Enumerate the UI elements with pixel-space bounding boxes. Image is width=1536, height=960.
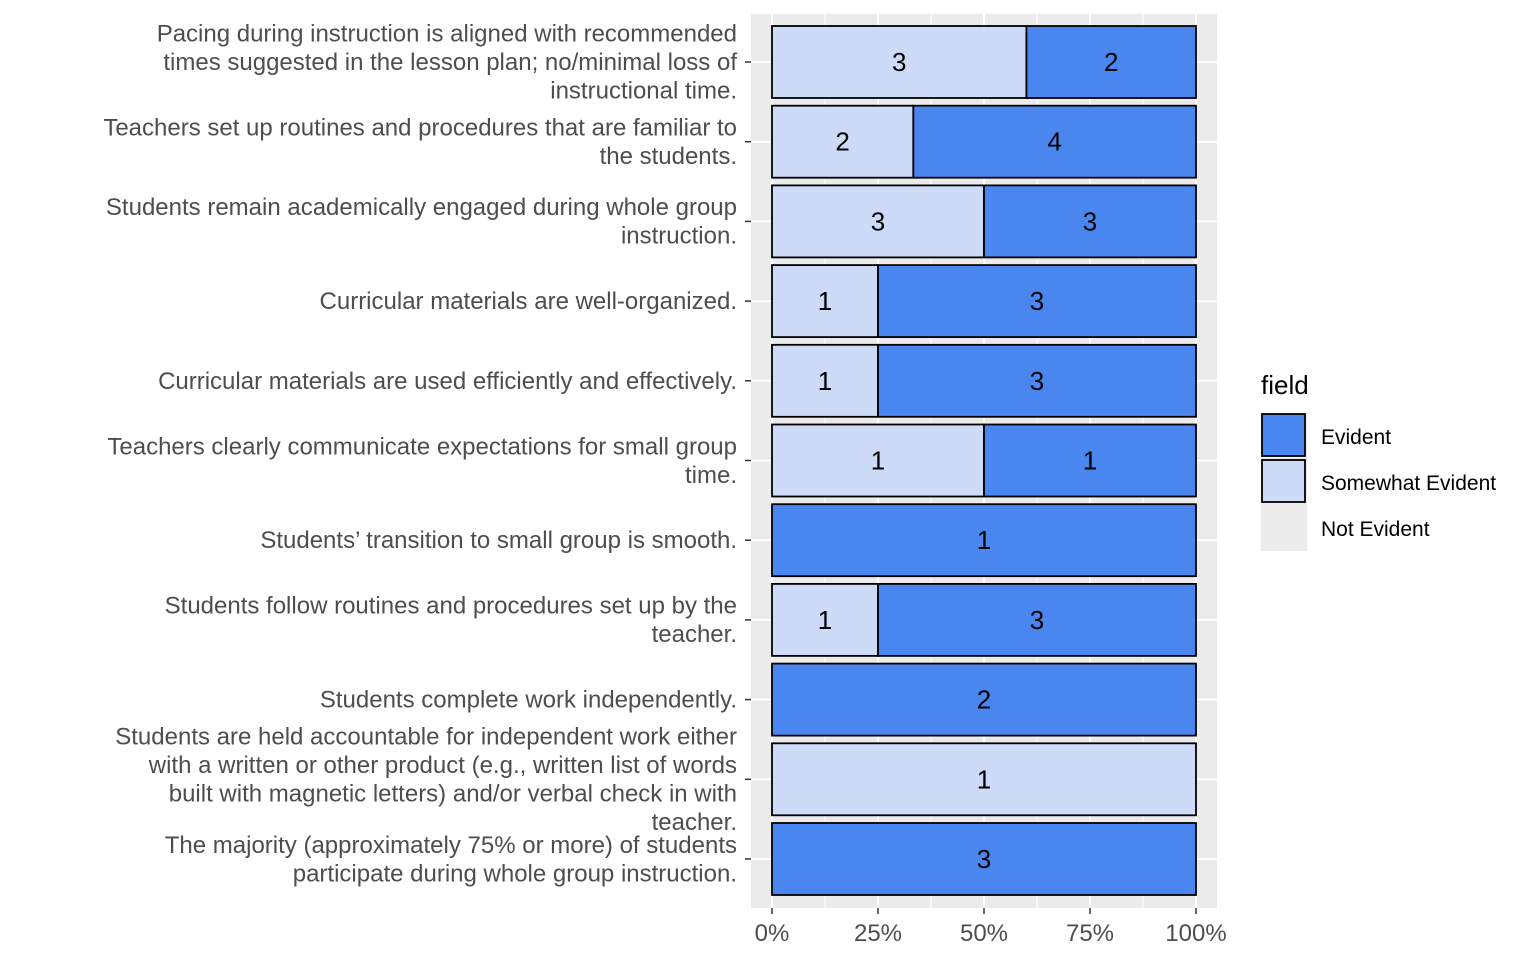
legend-swatch (1261, 505, 1307, 551)
legend-swatch (1261, 459, 1306, 503)
legend-title: field (1261, 370, 1309, 400)
bar-value-label: 2 (835, 127, 849, 157)
bar-value-label: 3 (892, 47, 906, 77)
bar-value-label: 2 (1104, 47, 1118, 77)
bar-value-label: 3 (1030, 605, 1044, 635)
bar-value-label: 3 (871, 206, 885, 236)
legend: field Evident Somewhat Evident Not Evident (1261, 370, 1496, 551)
category-label: Students are held accountable for indepe… (115, 724, 737, 837)
bar-somewhat-evident (771, 104, 915, 179)
legend-label: Evident (1321, 426, 1391, 449)
legend-swatch (1261, 413, 1306, 457)
legend-label: Not Evident (1321, 518, 1430, 541)
bar-value-label: 1 (818, 286, 832, 316)
bar-value-label: 1 (871, 446, 885, 476)
x-tick-label: 0% (755, 920, 790, 947)
legend-label: Somewhat Evident (1321, 472, 1496, 495)
bar-evident (1025, 25, 1197, 99)
bar-somewhat-evident (771, 264, 879, 339)
bar-somewhat-evident (771, 343, 879, 418)
bar-somewhat-evident (771, 184, 985, 259)
bar-somewhat-evident (771, 742, 1197, 817)
bar-evident (912, 104, 1197, 179)
bar-value-label: 4 (1047, 127, 1061, 157)
category-label: Students follow routines and procedures … (165, 593, 737, 649)
category-label: Students remain academically engaged dur… (106, 194, 737, 250)
bar-somewhat-evident (771, 423, 985, 498)
bar-somewhat-evident (771, 25, 1028, 99)
x-tick-label: 25% (854, 920, 902, 947)
bar-evident (771, 662, 1197, 737)
bar-evident (771, 822, 1197, 896)
bar-value-label: 1 (818, 605, 832, 635)
bar-value-label: 3 (1030, 286, 1044, 316)
category-label: Teachers set up routines and procedures … (103, 114, 737, 170)
bar-evident (771, 503, 1197, 578)
bar-value-label: 1 (977, 525, 991, 555)
bar-value-label: 1 (818, 366, 832, 396)
category-label: Curricular materials are used efficientl… (158, 368, 737, 395)
y-axis-labels: Pacing during instruction is aligned wit… (103, 21, 751, 888)
x-axis: 0% 25% 50% 75% 100% (755, 908, 1227, 947)
bar-evident (983, 423, 1197, 498)
bars-group: 3 2 2 4 3 3 1 3 1 3 1 1 1 1 3 2 1 3 (771, 25, 1197, 896)
bar-value-label: 3 (977, 844, 991, 874)
category-label: Students’ transition to small group is s… (260, 527, 737, 554)
category-label: Pacing during instruction is aligned wit… (157, 21, 738, 105)
bar-value-label: 2 (977, 685, 991, 715)
category-label: The majority (approximately 75% or more)… (165, 832, 737, 888)
bar-somewhat-evident (771, 583, 879, 657)
bar-evident (877, 343, 1197, 418)
category-label: Students complete work independently. (320, 687, 737, 714)
x-tick-label: 75% (1066, 920, 1114, 947)
bar-value-label: 3 (1083, 206, 1097, 236)
bar-value-label: 1 (1083, 446, 1097, 476)
bar-evident (877, 583, 1197, 657)
x-tick-label: 100% (1165, 920, 1226, 947)
category-label: Curricular materials are well-organized. (320, 288, 737, 315)
x-tick-label: 50% (960, 920, 1008, 947)
bar-value-label: 3 (1030, 366, 1044, 396)
category-label: Teachers clearly communicate expectation… (107, 433, 737, 489)
bar-value-label: 1 (977, 764, 991, 794)
bar-evident (877, 264, 1197, 339)
bar-evident (983, 184, 1197, 259)
